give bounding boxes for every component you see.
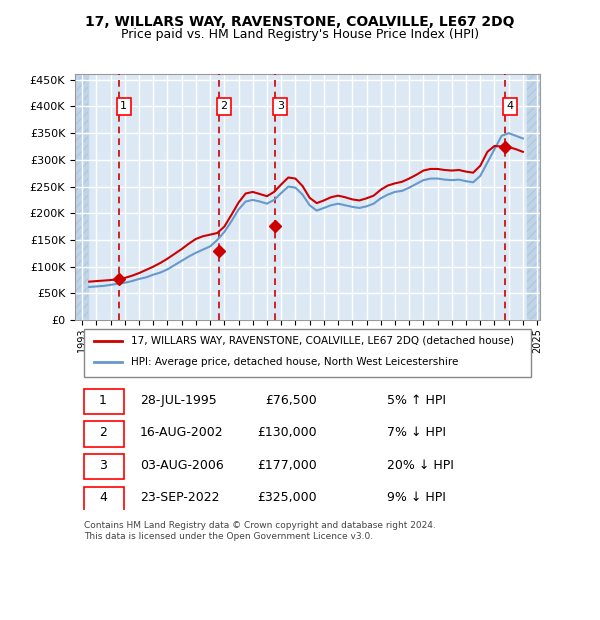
Text: 7% ↓ HPI: 7% ↓ HPI — [386, 427, 446, 439]
Bar — [527, 74, 540, 320]
Text: 5% ↑ HPI: 5% ↑ HPI — [386, 394, 446, 407]
Text: 23-SEP-2022: 23-SEP-2022 — [140, 491, 220, 504]
Text: 4: 4 — [99, 491, 107, 504]
Text: 1: 1 — [99, 394, 107, 407]
Text: 17, WILLARS WAY, RAVENSTONE, COALVILLE, LE67 2DQ (detached house): 17, WILLARS WAY, RAVENSTONE, COALVILLE, … — [131, 336, 514, 346]
Text: 3: 3 — [277, 102, 284, 112]
Text: 20% ↓ HPI: 20% ↓ HPI — [386, 459, 454, 472]
FancyBboxPatch shape — [84, 329, 531, 377]
FancyBboxPatch shape — [84, 487, 124, 512]
Text: 2: 2 — [220, 102, 227, 112]
Text: 2: 2 — [99, 427, 107, 439]
FancyBboxPatch shape — [84, 389, 124, 414]
Text: 1: 1 — [120, 102, 127, 112]
Text: 28-JUL-1995: 28-JUL-1995 — [140, 394, 217, 407]
Bar — [75, 74, 88, 320]
FancyBboxPatch shape — [84, 422, 124, 446]
Text: HPI: Average price, detached house, North West Leicestershire: HPI: Average price, detached house, Nort… — [131, 357, 458, 367]
Text: 17, WILLARS WAY, RAVENSTONE, COALVILLE, LE67 2DQ: 17, WILLARS WAY, RAVENSTONE, COALVILLE, … — [85, 16, 515, 30]
Text: Contains HM Land Registry data © Crown copyright and database right 2024.
This d: Contains HM Land Registry data © Crown c… — [84, 521, 436, 541]
Text: £130,000: £130,000 — [257, 427, 317, 439]
Text: 9% ↓ HPI: 9% ↓ HPI — [386, 491, 445, 504]
FancyBboxPatch shape — [84, 454, 124, 479]
Bar — [75, 74, 88, 320]
Text: 03-AUG-2006: 03-AUG-2006 — [140, 459, 224, 472]
Text: 16-AUG-2002: 16-AUG-2002 — [140, 427, 224, 439]
Text: 4: 4 — [506, 102, 514, 112]
Text: Price paid vs. HM Land Registry's House Price Index (HPI): Price paid vs. HM Land Registry's House … — [121, 28, 479, 41]
Text: £76,500: £76,500 — [265, 394, 317, 407]
Bar — [527, 74, 540, 320]
Text: £325,000: £325,000 — [257, 491, 317, 504]
Text: £177,000: £177,000 — [257, 459, 317, 472]
Text: 3: 3 — [99, 459, 107, 472]
